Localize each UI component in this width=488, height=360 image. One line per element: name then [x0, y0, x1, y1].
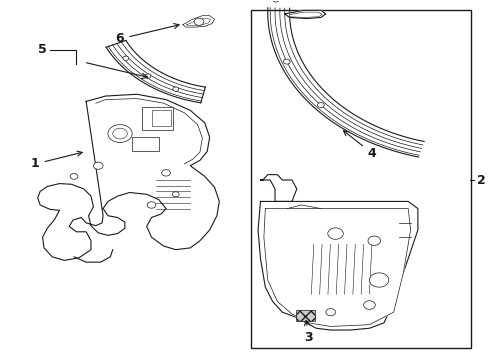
Text: 1: 1	[31, 151, 82, 170]
Polygon shape	[258, 202, 417, 330]
Bar	[250, 10, 470, 348]
Text: 5: 5	[38, 43, 47, 56]
Circle shape	[369, 273, 388, 287]
Circle shape	[108, 125, 132, 143]
Circle shape	[145, 74, 151, 78]
Circle shape	[173, 87, 178, 91]
Text: 6: 6	[116, 23, 179, 45]
Circle shape	[172, 192, 179, 197]
Circle shape	[363, 301, 374, 309]
Circle shape	[70, 174, 78, 179]
Bar	[151, 111, 170, 126]
Polygon shape	[264, 208, 410, 327]
Circle shape	[93, 162, 103, 169]
Text: 4: 4	[343, 131, 375, 160]
Bar	[142, 107, 173, 130]
Polygon shape	[183, 16, 214, 27]
Text: 3: 3	[304, 320, 313, 344]
Circle shape	[327, 228, 343, 239]
Circle shape	[272, 0, 279, 2]
Circle shape	[162, 170, 170, 176]
Circle shape	[122, 56, 128, 60]
Circle shape	[325, 309, 335, 316]
Circle shape	[194, 18, 203, 25]
Bar	[295, 310, 315, 321]
Polygon shape	[38, 94, 219, 260]
Circle shape	[147, 202, 156, 208]
Circle shape	[283, 59, 290, 64]
Polygon shape	[284, 10, 325, 18]
Circle shape	[317, 103, 324, 108]
Bar	[132, 137, 159, 152]
Polygon shape	[260, 175, 296, 202]
Circle shape	[113, 128, 127, 139]
Text: 2: 2	[476, 174, 485, 186]
Circle shape	[367, 236, 380, 246]
